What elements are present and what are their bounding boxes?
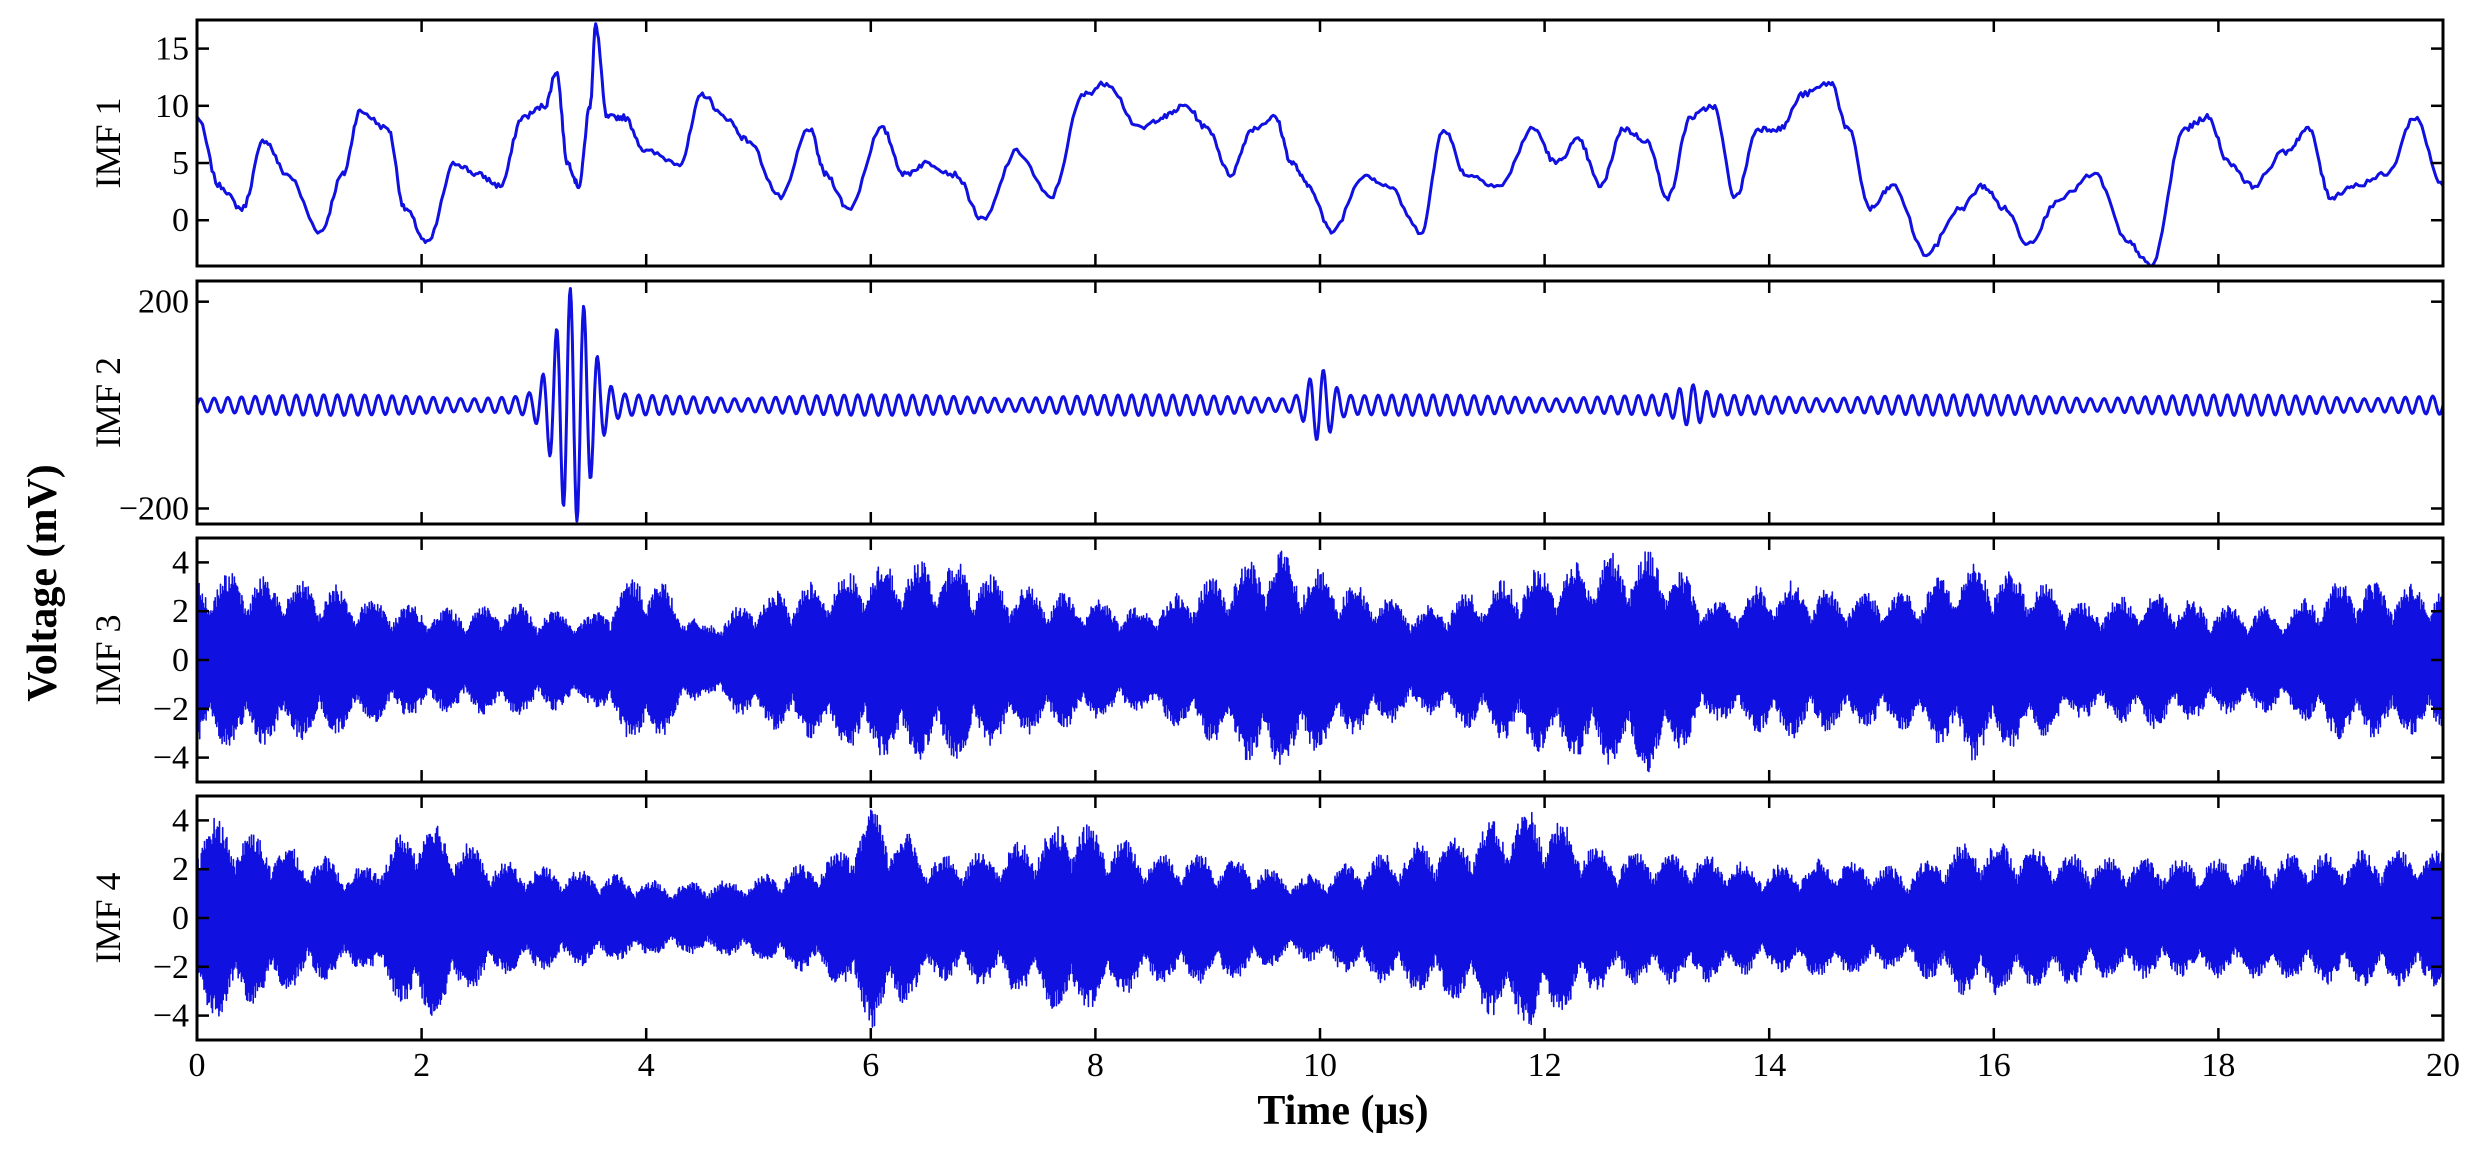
x-tick-label: 2 xyxy=(413,1047,430,1084)
y-tick-label: −2 xyxy=(153,691,189,728)
imf-trace xyxy=(197,809,2443,1028)
x-tick-label: 8 xyxy=(1087,1047,1104,1084)
y-tick-label: −2 xyxy=(153,949,189,986)
y-tick-label: 10 xyxy=(155,88,189,125)
panel-4: 0 2 4 6 8 10 12 14 16 18 20 −4 −2 0 2 4 IMF 4 xyxy=(88,794,2460,1084)
y-tick-label: 0 xyxy=(172,642,189,679)
panel-1: 0 5 10 15 IMF 1 xyxy=(88,18,2445,268)
y-tick-label: 200 xyxy=(138,284,189,321)
x-tick-label: 10 xyxy=(1303,1047,1337,1084)
imf-trace xyxy=(197,22,2443,266)
panel-label: IMF 1 xyxy=(88,97,128,188)
imf-trace xyxy=(197,287,2443,523)
panel-label: IMF 3 xyxy=(88,614,128,705)
x-tick-label: 14 xyxy=(1752,1047,1786,1084)
y-tick-label: 2 xyxy=(172,851,189,888)
panel-label: IMF 2 xyxy=(88,357,128,448)
y-tick-label: 4 xyxy=(172,544,189,581)
y-tick-label: 4 xyxy=(172,802,189,839)
panel-label: IMF 4 xyxy=(88,872,128,963)
x-tick-label: 0 xyxy=(189,1047,206,1084)
x-tick-label: 20 xyxy=(2426,1047,2460,1084)
imf-trace xyxy=(197,550,2443,773)
y-tick-label: 5 xyxy=(172,145,189,182)
y-tick-label: −200 xyxy=(119,490,189,527)
x-tick-label: 12 xyxy=(1528,1047,1562,1084)
y-tick-label: 0 xyxy=(172,900,189,937)
y-tick-label: 15 xyxy=(155,31,189,68)
x-tick-label: 6 xyxy=(862,1047,879,1084)
panel-2: −200 200 IMF 2 xyxy=(88,279,2445,527)
x-tick-label: 4 xyxy=(638,1047,655,1084)
y-tick-label: 0 xyxy=(172,202,189,239)
y-axis-title: Voltage (mV) xyxy=(20,464,66,702)
x-axis-title: Time (μs) xyxy=(1257,1088,1428,1134)
panel-3: −4 −2 0 2 4 IMF 3 xyxy=(88,536,2445,784)
x-tick-label: 18 xyxy=(2201,1047,2235,1084)
y-tick-label: 2 xyxy=(172,593,189,630)
y-tick-label: −4 xyxy=(153,740,189,777)
y-tick-label: −4 xyxy=(153,998,189,1035)
panel-frame xyxy=(195,18,2445,268)
x-tick-label: 16 xyxy=(1977,1047,2011,1084)
